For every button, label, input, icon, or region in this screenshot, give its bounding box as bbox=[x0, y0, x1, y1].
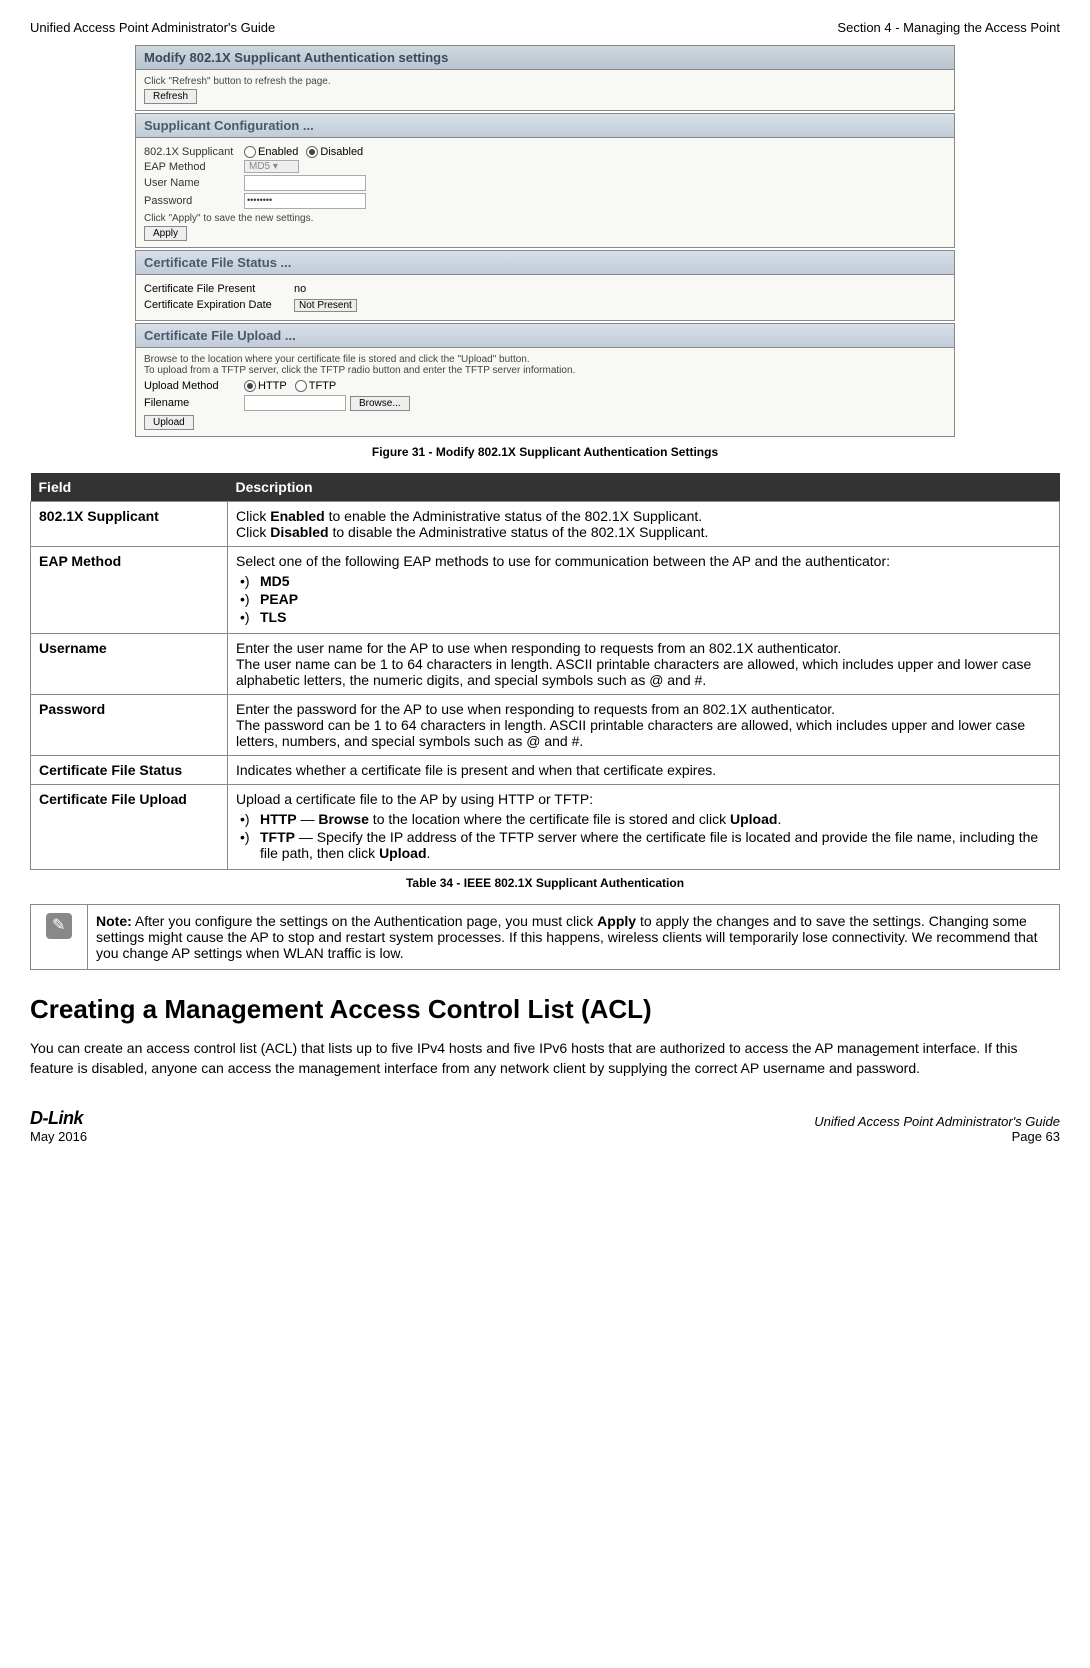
screenshot-figure: Modify 802.1X Supplicant Authentication … bbox=[135, 45, 955, 437]
filename-input[interactable] bbox=[244, 395, 346, 411]
upload-method-label: Upload Method bbox=[144, 380, 244, 392]
note-text: Note: After you configure the settings o… bbox=[88, 905, 1060, 970]
tftp-text: TFTP bbox=[309, 380, 337, 392]
note-icon-cell bbox=[31, 905, 88, 970]
refresh-button[interactable]: Refresh bbox=[144, 89, 197, 104]
table-row-field: EAP Method bbox=[31, 547, 228, 634]
description-table: Field Description 802.1X SupplicantClick… bbox=[30, 473, 1060, 870]
pencil-icon bbox=[46, 913, 72, 939]
username-input[interactable] bbox=[244, 175, 366, 191]
upload-button[interactable]: Upload bbox=[144, 415, 194, 430]
table-caption: Table 34 - IEEE 802.1X Supplicant Authen… bbox=[30, 876, 1060, 890]
th-field: Field bbox=[31, 473, 228, 502]
footer-right-title: Unified Access Point Administrator's Gui… bbox=[814, 1114, 1060, 1129]
enabled-radio[interactable] bbox=[244, 146, 256, 158]
footer-page: Page 63 bbox=[814, 1129, 1060, 1144]
cert-exp-label: Certificate Expiration Date bbox=[144, 299, 294, 311]
disabled-text: Disabled bbox=[320, 146, 363, 158]
cert-exp-value: Not Present bbox=[294, 299, 357, 312]
table-row-desc: Upload a certificate file to the AP by u… bbox=[228, 785, 1060, 870]
enabled-text: Enabled bbox=[258, 146, 298, 158]
footer-date: May 2016 bbox=[30, 1129, 87, 1144]
apply-note: Click "Apply" to save the new settings. bbox=[144, 213, 946, 224]
th-desc: Description bbox=[228, 473, 1060, 502]
username-label: User Name bbox=[144, 177, 244, 189]
table-row-desc: Click Enabled to enable the Administrati… bbox=[228, 502, 1060, 547]
header-left: Unified Access Point Administrator's Gui… bbox=[30, 20, 275, 35]
cert-status-title: Certificate File Status ... bbox=[136, 251, 954, 275]
apply-button[interactable]: Apply bbox=[144, 226, 187, 241]
table-row-desc: Enter the user name for the AP to use wh… bbox=[228, 634, 1060, 695]
supplicant-label: 802.1X Supplicant bbox=[144, 146, 244, 158]
upload-note2: To upload from a TFTP server, click the … bbox=[144, 365, 946, 376]
table-row-desc: Select one of the following EAP methods … bbox=[228, 547, 1060, 634]
filename-label: Filename bbox=[144, 397, 244, 409]
cert-present-label: Certificate File Present bbox=[144, 283, 294, 295]
table-row-field: Username bbox=[31, 634, 228, 695]
table-row-desc: Enter the password for the AP to use whe… bbox=[228, 695, 1060, 756]
table-row-desc: Indicates whether a certificate file is … bbox=[228, 756, 1060, 785]
tftp-radio[interactable] bbox=[295, 380, 307, 392]
cert-present-value: no bbox=[294, 283, 306, 295]
upload-note1: Browse to the location where your certif… bbox=[144, 354, 946, 365]
table-row-field: Password bbox=[31, 695, 228, 756]
section-title: Creating a Management Access Control Lis… bbox=[30, 994, 1060, 1025]
browse-button[interactable]: Browse... bbox=[350, 396, 410, 411]
body-paragraph: You can create an access control list (A… bbox=[30, 1039, 1060, 1078]
header-right: Section 4 - Managing the Access Point bbox=[837, 20, 1060, 35]
table-row-field: Certificate File Status bbox=[31, 756, 228, 785]
screenshot-main-title: Modify 802.1X Supplicant Authentication … bbox=[136, 46, 954, 70]
eap-select[interactable]: MD5 ▾ bbox=[244, 160, 299, 173]
password-input[interactable] bbox=[244, 193, 366, 209]
cert-upload-title: Certificate File Upload ... bbox=[136, 324, 954, 348]
http-text: HTTP bbox=[258, 380, 287, 392]
table-row-field: 802.1X Supplicant bbox=[31, 502, 228, 547]
disabled-radio[interactable] bbox=[306, 146, 318, 158]
dlink-logo: D-Link bbox=[30, 1108, 87, 1129]
refresh-note: Click "Refresh" button to refresh the pa… bbox=[144, 76, 946, 87]
eap-label: EAP Method bbox=[144, 161, 244, 173]
http-radio[interactable] bbox=[244, 380, 256, 392]
config-title: Supplicant Configuration ... bbox=[136, 114, 954, 138]
figure-caption: Figure 31 - Modify 802.1X Supplicant Aut… bbox=[30, 445, 1060, 459]
password-label: Password bbox=[144, 195, 244, 207]
note-box: Note: After you configure the settings o… bbox=[30, 904, 1060, 970]
table-row-field: Certificate File Upload bbox=[31, 785, 228, 870]
